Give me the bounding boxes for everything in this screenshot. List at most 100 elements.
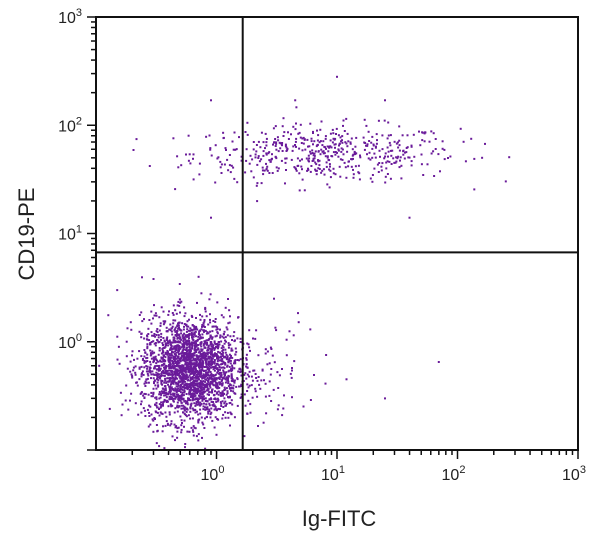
data-point: [155, 396, 158, 399]
data-point: [202, 405, 205, 408]
data-point: [174, 362, 177, 364]
data-point: [206, 377, 209, 379]
data-point: [204, 369, 207, 372]
data-point: [181, 381, 184, 384]
data-point: [264, 352, 267, 355]
data-point: [185, 415, 188, 418]
data-point: [250, 170, 253, 173]
data-point: [187, 376, 190, 379]
data-point: [383, 157, 386, 160]
data-point: [223, 163, 226, 166]
x-axis-title: Ig-FITC: [302, 506, 377, 531]
data-point: [413, 155, 416, 158]
data-point: [161, 374, 164, 377]
data-point: [193, 398, 196, 401]
data-point: [140, 391, 143, 394]
data-point: [284, 143, 287, 146]
data-point: [322, 140, 325, 143]
data-point: [174, 387, 177, 390]
data-point: [216, 301, 219, 304]
data-point: [401, 134, 404, 137]
data-point: [301, 168, 303, 171]
data-point: [236, 359, 239, 361]
data-point: [191, 316, 194, 318]
data-point: [211, 336, 214, 339]
data-point: [118, 362, 121, 365]
data-point: [162, 401, 165, 404]
data-point: [216, 368, 219, 370]
data-point: [160, 381, 163, 384]
data-point: [187, 352, 190, 355]
data-point: [227, 416, 230, 419]
data-point: [295, 106, 298, 109]
data-point: [270, 400, 273, 402]
data-point: [149, 343, 151, 346]
data-point: [153, 314, 156, 317]
data-point: [321, 150, 324, 153]
data-point: [244, 404, 247, 407]
data-point: [231, 378, 234, 381]
data-point: [174, 439, 176, 442]
data-point: [366, 153, 368, 156]
data-point: [170, 387, 173, 390]
data-point: [213, 369, 216, 372]
data-point: [188, 388, 191, 391]
data-point: [163, 346, 166, 349]
data-point: [156, 328, 159, 330]
data-point: [214, 384, 217, 387]
data-point: [213, 377, 216, 380]
data-point: [323, 173, 326, 176]
data-point: [181, 345, 184, 348]
data-point: [190, 393, 193, 396]
data-point: [447, 157, 449, 159]
data-point: [156, 381, 159, 384]
data-point: [309, 170, 312, 173]
data-point: [165, 364, 168, 367]
data-point: [224, 306, 227, 309]
data-point: [220, 314, 223, 317]
data-point: [196, 383, 199, 386]
data-point: [255, 144, 258, 146]
data-point: [177, 334, 180, 337]
data-point: [198, 337, 201, 340]
data-point: [208, 362, 211, 365]
data-point: [246, 390, 249, 392]
data-point: [330, 155, 333, 157]
data-point: [174, 347, 177, 350]
data-point: [199, 412, 202, 415]
data-point: [194, 344, 197, 347]
data-point: [216, 331, 219, 334]
data-point: [153, 366, 156, 368]
data-point: [357, 171, 360, 174]
data-point: [222, 351, 225, 354]
data-point: [170, 386, 173, 389]
data-point: [236, 337, 239, 340]
data-point: [205, 378, 208, 381]
data-point: [306, 138, 309, 141]
data-point: [312, 132, 314, 134]
data-point: [239, 341, 242, 343]
data-point: [281, 125, 284, 128]
data-point: [181, 377, 184, 380]
data-point: [146, 343, 149, 346]
data-point: [204, 375, 206, 378]
data-point: [175, 361, 178, 363]
data-point: [212, 404, 215, 407]
data-point: [340, 150, 343, 153]
data-point: [156, 376, 159, 378]
data-point: [185, 373, 188, 376]
data-point: [234, 362, 237, 365]
data-point: [189, 342, 192, 345]
data-point: [316, 129, 318, 132]
data-point: [169, 354, 172, 357]
data-point: [259, 387, 262, 390]
data-point: [189, 359, 192, 362]
data-point: [214, 325, 217, 328]
data-point: [188, 358, 191, 361]
data-point: [228, 164, 231, 167]
data-point: [157, 336, 160, 339]
data-point: [207, 346, 210, 349]
data-point: [191, 337, 194, 340]
data-point: [176, 393, 178, 396]
data-point: [194, 362, 197, 365]
